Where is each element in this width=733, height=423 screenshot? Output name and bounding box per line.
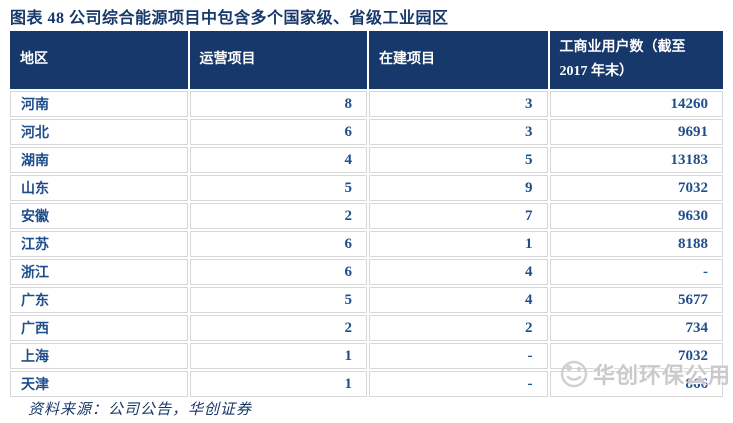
header-cell-construction: 在建项目: [369, 31, 548, 89]
header-users-line2: 2017 年末）: [559, 64, 634, 79]
header-cell-operating: 运营项目: [189, 31, 367, 89]
value-cell: 7032: [549, 175, 723, 201]
value-cell: 5: [369, 147, 548, 173]
header-cell-users: 工商业用户数（截至 2017 年末）: [549, 31, 723, 89]
table-body: 河南 8 3 14260 河北 6 3 9691 湖南 4 5 13183 山东 5 9 7032 安徽 2 7 96…: [10, 91, 723, 397]
value-cell: 7: [369, 203, 548, 229]
value-cell: 2: [189, 315, 367, 341]
table-row: 河南 8 3 14260: [10, 91, 723, 117]
value-cell: -: [549, 259, 723, 285]
region-cell: 浙江: [10, 259, 188, 285]
source-note: 资料来源：公司公告，华创证券: [28, 402, 253, 418]
region-cell: 江苏: [10, 231, 188, 257]
value-cell: 6: [189, 119, 367, 145]
value-cell: 14260: [549, 91, 723, 117]
value-cell: -: [369, 371, 548, 397]
value-cell: 5677: [549, 287, 723, 313]
energy-projects-table: 地区 运营项目 在建项目 工商业用户数（截至 2017 年末） 河南 8 3 14260…: [8, 29, 725, 399]
value-cell: 9630: [549, 203, 723, 229]
value-cell: 866: [549, 371, 723, 397]
table-row: 广东 5 4 5677: [10, 287, 723, 313]
table-row: 广西 2 2 734: [10, 315, 723, 341]
value-cell: 9691: [549, 119, 723, 145]
value-cell: 5: [189, 175, 367, 201]
value-cell: 6: [189, 259, 367, 285]
value-cell: 7032: [549, 343, 723, 369]
header-cell-region: 地区: [10, 31, 188, 89]
region-cell: 山东: [10, 175, 188, 201]
region-cell: 安徽: [10, 203, 188, 229]
value-cell: 3: [369, 91, 548, 117]
value-cell: 13183: [549, 147, 723, 173]
region-cell: 河南: [10, 91, 188, 117]
value-cell: 8: [189, 91, 367, 117]
value-cell: 1: [189, 371, 367, 397]
value-cell: 1: [369, 231, 548, 257]
value-cell: 8188: [549, 231, 723, 257]
table-row: 上海 1-7032: [10, 343, 723, 369]
value-cell: 2: [369, 315, 548, 341]
value-cell: 5: [189, 287, 367, 313]
value-cell: 4: [369, 287, 548, 313]
region-cell: 湖南: [10, 147, 188, 173]
table-row: 河北 6 3 9691: [10, 119, 723, 145]
value-cell: -: [369, 343, 548, 369]
value-cell: 6: [189, 231, 367, 257]
region-cell: 广东: [10, 287, 188, 313]
table-row: 安徽 2 7 9630: [10, 203, 723, 229]
value-cell: 1: [189, 343, 367, 369]
region-cell: 天津: [10, 371, 188, 397]
table-row: 浙江 6 4-: [10, 259, 723, 285]
value-cell: 4: [369, 259, 548, 285]
region-cell: 广西: [10, 315, 188, 341]
region-cell: 上海: [10, 343, 188, 369]
table-row: 江苏 6 1 8188: [10, 231, 723, 257]
value-cell: 2: [189, 203, 367, 229]
value-cell: 4: [189, 147, 367, 173]
value-cell: 9: [369, 175, 548, 201]
value-cell: 734: [549, 315, 723, 341]
value-cell: 3: [369, 119, 548, 145]
table-row: 山东 5 9 7032: [10, 175, 723, 201]
region-cell: 河北: [10, 119, 188, 145]
header-users-line1: 工商业用户数（截至: [559, 40, 686, 55]
figure-title: 图表 48 公司综合能源项目中包含多个国家级、省级工业园区: [10, 10, 449, 27]
header-row: 地区 运营项目 在建项目 工商业用户数（截至 2017 年末）: [10, 31, 723, 89]
table-row: 湖南 4 5 13183: [10, 147, 723, 173]
table-row: 天津 1-866: [10, 371, 723, 397]
